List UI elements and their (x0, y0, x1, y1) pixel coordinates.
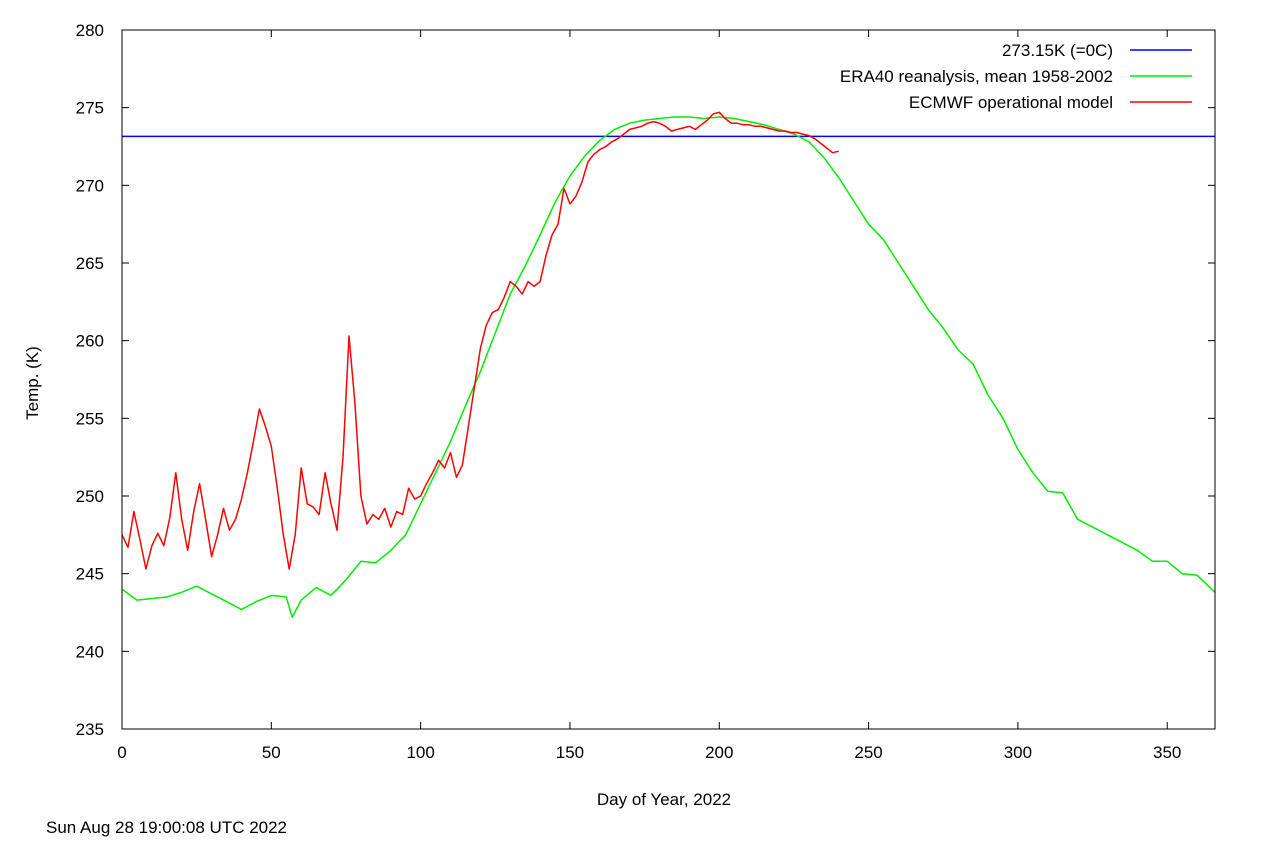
x-tick-label: 50 (262, 743, 281, 762)
series-layer (121, 111, 1216, 618)
x-tick-label: 350 (1153, 743, 1181, 762)
x-tick-label: 200 (705, 743, 733, 762)
y-tick-label: 255 (76, 409, 104, 428)
y-tick-label: 245 (76, 565, 104, 584)
y-axis-title: Temp. (K) (23, 346, 42, 420)
y-tick-label: 265 (76, 254, 104, 273)
plot-frame (121, 29, 1216, 730)
timestamp: Sun Aug 28 19:00:08 UTC 2022 (46, 818, 288, 837)
y-tick-label: 235 (76, 720, 104, 739)
era40-series-line (121, 116, 1216, 618)
legend-label: ECMWF operational model (909, 93, 1113, 112)
legend-label: ERA40 reanalysis, mean 1958-2002 (840, 67, 1113, 86)
ticks-layer: 0 50 100 150 200 250 300 350 235 240 245 250 255 260 2… (76, 21, 1215, 762)
legend-label: 273.15K (=0C) (1002, 41, 1113, 60)
y-tick-label: 250 (76, 487, 104, 506)
y-tick-label: 280 (76, 21, 104, 40)
y-tick-label: 270 (76, 176, 104, 195)
ecmwf-series-line (121, 111, 839, 570)
x-tick-label: 250 (854, 743, 882, 762)
x-tick-label: 100 (406, 743, 434, 762)
x-tick-label: 0 (117, 743, 126, 762)
x-tick-label: 300 (1004, 743, 1032, 762)
x-axis-title: Day of Year, 2022 (597, 790, 731, 809)
y-tick-label: 275 (76, 99, 104, 118)
y-tick-label: 240 (76, 642, 104, 661)
y-tick-label: 260 (76, 332, 104, 351)
x-tick-label: 150 (556, 743, 584, 762)
legend: 273.15K (=0C) ERA40 reanalysis, mean 1958… (840, 41, 1192, 112)
